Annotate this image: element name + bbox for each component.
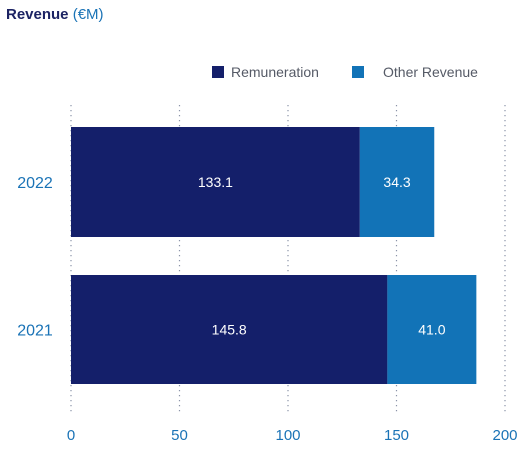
bar-2022-series-0 [71,127,360,237]
chart-bars: 133.1 34.3 145.8 41.0 [71,127,477,384]
legend-swatch-1 [352,66,364,78]
bar-2021-series-0 [71,275,388,384]
chart-title: Revenue (€M) [6,6,104,23]
chart-title-text: Revenue [6,6,69,23]
data-label-2021-series-1: 41.0 [418,322,445,338]
x-tick-label-0: 0 [67,427,75,444]
chart-title-unit: (€M) [72,6,104,23]
chart-legend: Remuneration Other Revenue [212,64,478,80]
chart-category-labels: 2022 2021 [17,175,53,340]
legend-label-1: Other Revenue [383,64,478,80]
bar-2021-series-1 [387,275,477,384]
data-label-2022-series-0: 133.1 [198,174,233,190]
category-label-2021: 2021 [17,323,53,340]
x-tick-label-200: 200 [492,427,517,444]
data-label-2022-series-1: 34.3 [383,174,410,190]
category-label-2022: 2022 [17,175,53,192]
data-label-2021-series-0: 145.8 [212,322,247,338]
x-tick-label-150: 150 [384,427,409,444]
x-tick-label-50: 50 [171,427,188,444]
legend-swatch-0 [212,66,224,78]
chart-x-axis-labels: 0 50 100 150 200 [67,427,518,444]
legend-label-0: Remuneration [231,64,319,80]
bar-2022-series-1 [359,127,435,237]
x-tick-label-100: 100 [275,427,300,444]
